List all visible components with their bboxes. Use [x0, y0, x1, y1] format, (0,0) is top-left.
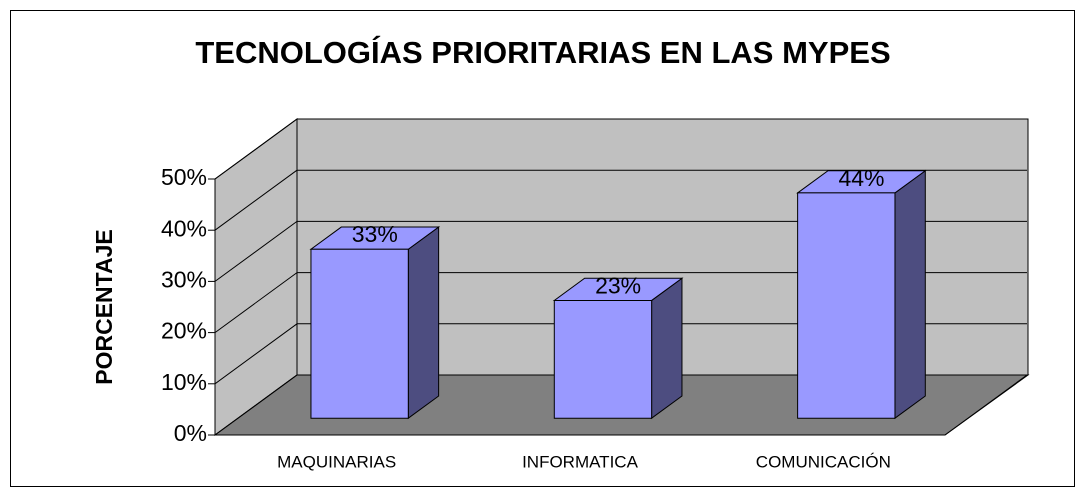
grid-line [214, 323, 298, 385]
chart-title: TECNOLOGÍAS PRIORITARIAS EN LAS MYPES [195, 35, 890, 70]
y-axis-label: PORCENTAJE [91, 229, 117, 385]
grid-line [214, 118, 298, 180]
y-tick-label: 0% [174, 420, 207, 446]
x-tick-label: MAQUINARIAS [277, 452, 396, 471]
y-tick-label: 20% [161, 318, 207, 344]
y-tick-label: 10% [161, 369, 207, 395]
bar-side [407, 226, 440, 420]
bar [553, 299, 653, 419]
y-tick-label: 50% [161, 164, 207, 190]
bar [310, 248, 409, 419]
x-axis [944, 374, 1028, 436]
grid-line [214, 169, 298, 231]
bar-side [894, 169, 926, 420]
grid-line [214, 220, 298, 282]
y-tick-label: 30% [161, 266, 207, 292]
x-tick-label: INFORMATICA [522, 452, 639, 471]
x-tick-label: COMUNICACIÓN [756, 452, 891, 471]
data-label: 33% [352, 221, 398, 247]
data-label: 44% [838, 165, 884, 191]
y-tick-label: 40% [161, 215, 207, 241]
bar-side [651, 277, 683, 420]
grid-line [214, 374, 298, 436]
grid-line [214, 272, 298, 334]
data-label: 23% [595, 272, 641, 298]
bar [797, 192, 896, 419]
